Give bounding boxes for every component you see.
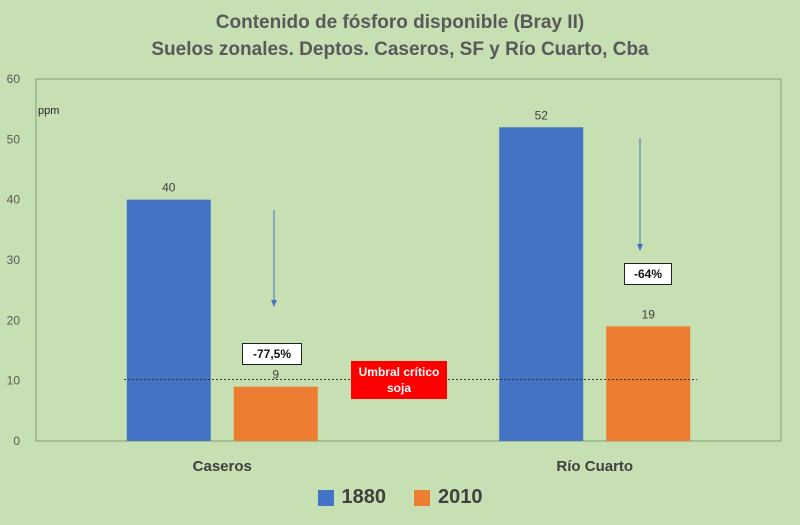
legend: 1880 2010 [0,486,800,509]
threshold-label-line2: soja [386,381,411,395]
data-label: 40 [162,181,176,195]
y-tick-label: 60 [7,72,21,86]
annotation-rio-cuarto-change: -64% [624,263,672,285]
decrease-arrow-head [271,300,277,307]
legend-swatch-2010 [414,489,430,506]
data-label: 9 [272,368,279,382]
y-tick-label: 10 [7,374,21,388]
category-label: Caseros [193,458,252,475]
threshold-label: Umbral crítico soja [351,361,447,399]
bar-1880-caseros [126,199,211,441]
y-axis-unit: ppm [38,105,59,117]
y-tick-label: 20 [7,313,21,327]
plot-frame [35,78,782,442]
chart-subtitle: Suelos zonales. Deptos. Caseros, SF y Rí… [151,39,649,60]
category-label: Río Cuarto [556,458,633,475]
y-tick-label: 0 [13,434,20,448]
y-tick-label: 50 [7,132,21,146]
y-tick-label: 40 [7,193,21,207]
legend-label-2010: 2010 [438,486,483,508]
data-label: 52 [535,108,549,122]
legend-swatch-1880 [317,489,334,506]
chart-title: Contenido de fósforo disponible (Bray II… [215,12,585,33]
data-label: 19 [642,307,656,321]
threshold-label-line1: Umbral crítico [358,365,440,379]
y-tick-label: 30 [7,253,21,267]
bar-1880-río-cuarto [499,127,584,442]
decrease-arrow-head [637,244,643,251]
bar-2010-caseros [233,386,318,441]
legend-item-2010: 2010 [414,486,483,509]
bar-2010-río-cuarto [606,326,691,441]
legend-label-1880: 1880 [341,486,387,508]
annotation-caseros-change: -77,5% [242,343,302,365]
legend-item-1880: 1880 [317,486,387,509]
